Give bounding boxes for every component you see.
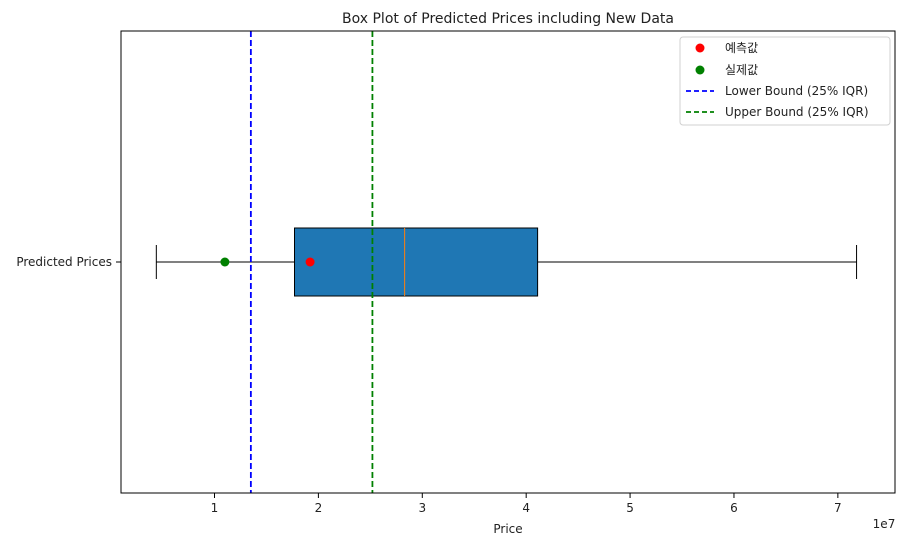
x-axis: 1 2 3 4 5 6 7 [211, 493, 842, 515]
legend-frame [679, 36, 891, 126]
legend: 예측값 실제값 Lower Bound (25% IQR) Upper Boun… [679, 36, 891, 126]
chart-title: Box Plot of Predicted Prices including N… [342, 11, 674, 27]
iqr-box [294, 227, 539, 297]
x-tick-label: 5 [626, 501, 634, 515]
x-tick-label: 2 [315, 501, 323, 515]
legend-label-actual: 실제값 [725, 63, 758, 77]
x-tick-label: 6 [730, 501, 738, 515]
y-axis: Predicted Prices [16, 255, 121, 269]
legend-marker-actual [695, 65, 705, 75]
legend-marker-predicted [695, 43, 705, 53]
x-tick-label: 1 [211, 501, 219, 515]
x-tick-label: 7 [834, 501, 842, 515]
x-axis-offset-label: 1e7 [873, 517, 896, 531]
y-tick-label: Predicted Prices [16, 255, 112, 269]
plot-area [155, 31, 858, 493]
x-axis-label: Price [493, 522, 522, 536]
legend-label-predicted: 예측값 [725, 41, 758, 55]
x-tick-label: 4 [522, 501, 530, 515]
predicted-value-point [305, 257, 315, 267]
legend-label-upper-bound: Upper Bound (25% IQR) [725, 105, 869, 119]
x-tick-label: 3 [418, 501, 426, 515]
actual-value-point [220, 257, 230, 267]
legend-label-lower-bound: Lower Bound (25% IQR) [725, 84, 868, 98]
